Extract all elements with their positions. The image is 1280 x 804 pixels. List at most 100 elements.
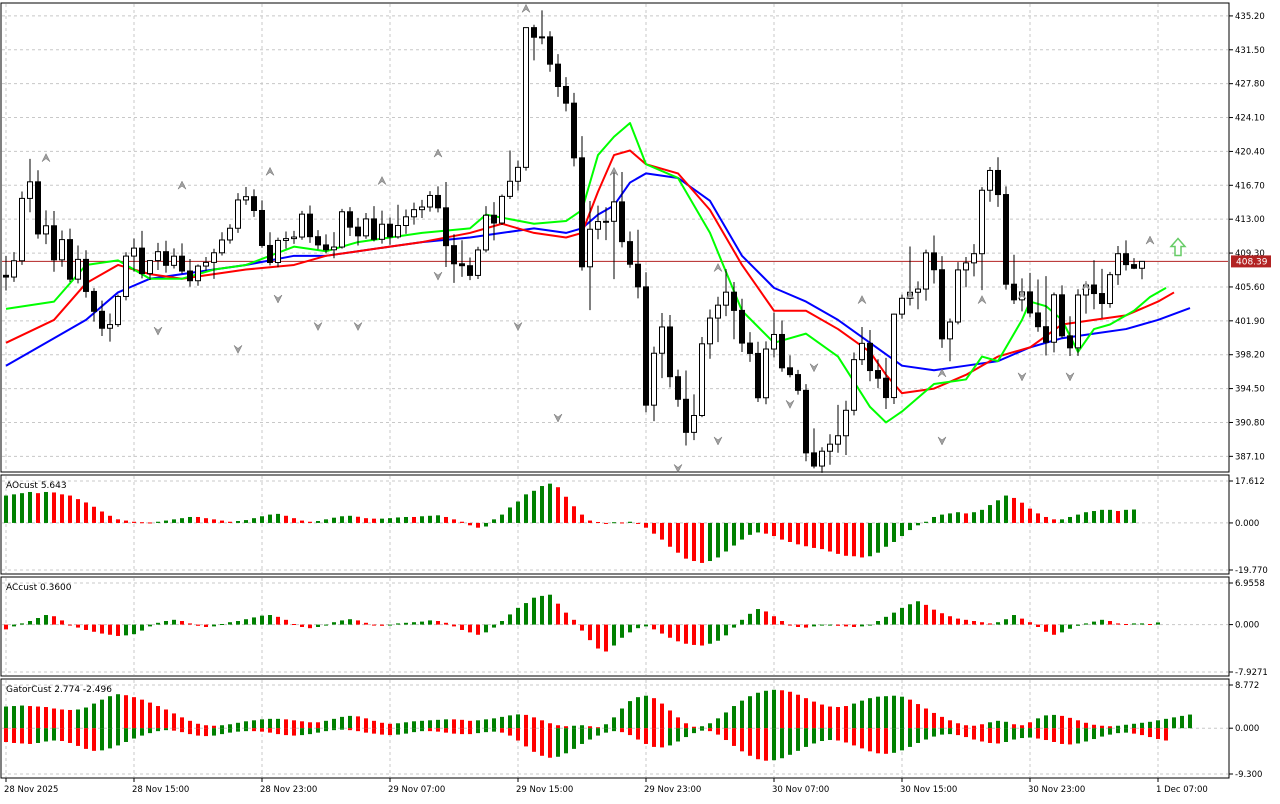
ao-bar [316, 521, 320, 523]
gator-upper-bar [108, 696, 112, 729]
gator-upper-bar [396, 723, 400, 729]
gator-upper-bar [52, 708, 56, 729]
gator-upper-bar [124, 695, 128, 729]
ac-bar [372, 624, 376, 626]
ac-bar [356, 620, 360, 625]
gator-lower-bar [956, 728, 960, 736]
gator-upper-bar [644, 695, 648, 729]
gator-lower-bar [1012, 728, 1016, 740]
gator-lower-bar [12, 728, 16, 743]
ao-bar [548, 483, 552, 523]
ac-bar [484, 624, 488, 633]
ao-bar [1028, 508, 1032, 523]
candle-body [891, 313, 897, 399]
gator-upper-bar [580, 725, 584, 729]
gator-lower-bar [164, 728, 168, 731]
candle [899, 294, 905, 319]
gator-upper-bar [948, 720, 952, 729]
candle [259, 200, 265, 248]
candle-body [467, 265, 473, 276]
candle [979, 187, 985, 291]
gator-lower-bar [284, 728, 288, 736]
ao-bar [908, 522, 912, 531]
candle-body [875, 370, 881, 379]
candle [563, 77, 569, 112]
gator-lower-bar [764, 728, 768, 761]
gator-upper-bar [348, 715, 352, 729]
candle-body [347, 211, 353, 228]
candle [851, 352, 857, 416]
ao-bar [12, 494, 16, 523]
candle [555, 54, 561, 97]
gator-lower-bar [604, 728, 608, 733]
gator-upper-bar [204, 725, 208, 729]
ao-bar [388, 518, 392, 523]
candle [387, 217, 393, 245]
ac-panel[interactable]: 6.9558 0.000 -7.9271 ACcust 0.3600 [0, 576, 1280, 678]
ao-panel[interactable]: 17.612 0.000 -19.770 AOcust 5.643 [0, 474, 1280, 576]
candle [643, 272, 649, 413]
gator-histogram [4, 689, 1192, 761]
gator-lower-bar [332, 728, 336, 731]
candle-body [131, 247, 137, 257]
gator-upper-bar [44, 707, 48, 729]
fractal-down-icon [673, 464, 683, 473]
gator-upper-bar [908, 699, 912, 729]
candle [635, 229, 641, 299]
ac-bar [988, 623, 992, 625]
candle [1107, 271, 1113, 308]
ac-bar [1076, 624, 1080, 626]
gator-lower-bar [572, 728, 576, 749]
ac-bar [812, 624, 816, 627]
ao-bar [892, 522, 896, 542]
gator-lower-bar [852, 728, 856, 746]
candle-body [523, 27, 529, 168]
ac-bar [324, 624, 328, 626]
ac-tick-label: -7.9271 [1235, 668, 1268, 678]
candle-body [307, 213, 313, 238]
ac-bar [108, 624, 112, 635]
gator-lower-bar [516, 728, 520, 741]
candle-body [979, 189, 985, 255]
candle [211, 248, 217, 279]
price-panel[interactable]: 435.20 431.50 427.80 424.10 420.40 416.70 413.… [0, 2, 1280, 473]
gator-lower-bar [428, 728, 432, 732]
gator-panel[interactable]: 8.772 0.000 -9.300 GatorCust 2.774 -2.496 [0, 678, 1280, 780]
gator-upper-bar [876, 696, 880, 729]
gator-upper-bar [1132, 723, 1136, 729]
gator-upper-bar [380, 722, 384, 729]
candle [587, 200, 593, 311]
gator-lower-bar [244, 728, 248, 732]
gator-lower-bar [772, 728, 776, 761]
candle-body [995, 169, 1001, 196]
candle-body [203, 261, 209, 267]
ac-bar [84, 624, 88, 630]
candle-body [155, 251, 161, 262]
gator-upper-bar [1076, 720, 1080, 729]
gator-upper-bar [324, 720, 328, 729]
ac-bar [700, 624, 704, 646]
fractal-down-icon [785, 400, 795, 409]
ao-bar [652, 522, 656, 534]
candle-body [571, 102, 577, 159]
ac-bar [404, 622, 408, 625]
gator-upper-bar [676, 717, 680, 729]
candle-body [683, 398, 689, 433]
gator-lower-bar [1060, 728, 1064, 744]
fractal-up-icon [905, 290, 915, 300]
ao-bar [460, 521, 464, 523]
gator-upper-bar [564, 726, 568, 729]
fractal-down-icon [313, 322, 323, 332]
ac-bar [1012, 615, 1016, 625]
gator-upper-bar [84, 707, 88, 729]
gator-upper-bar [484, 719, 488, 729]
gator-lower-bar [20, 728, 24, 744]
price-tick-label: 394.50 [1235, 385, 1265, 395]
gator-lower-bar [780, 728, 784, 759]
gator-lower-bar [1044, 728, 1048, 741]
gator-lower-bar [108, 728, 112, 749]
ao-bar [68, 495, 72, 523]
candle [363, 213, 369, 239]
